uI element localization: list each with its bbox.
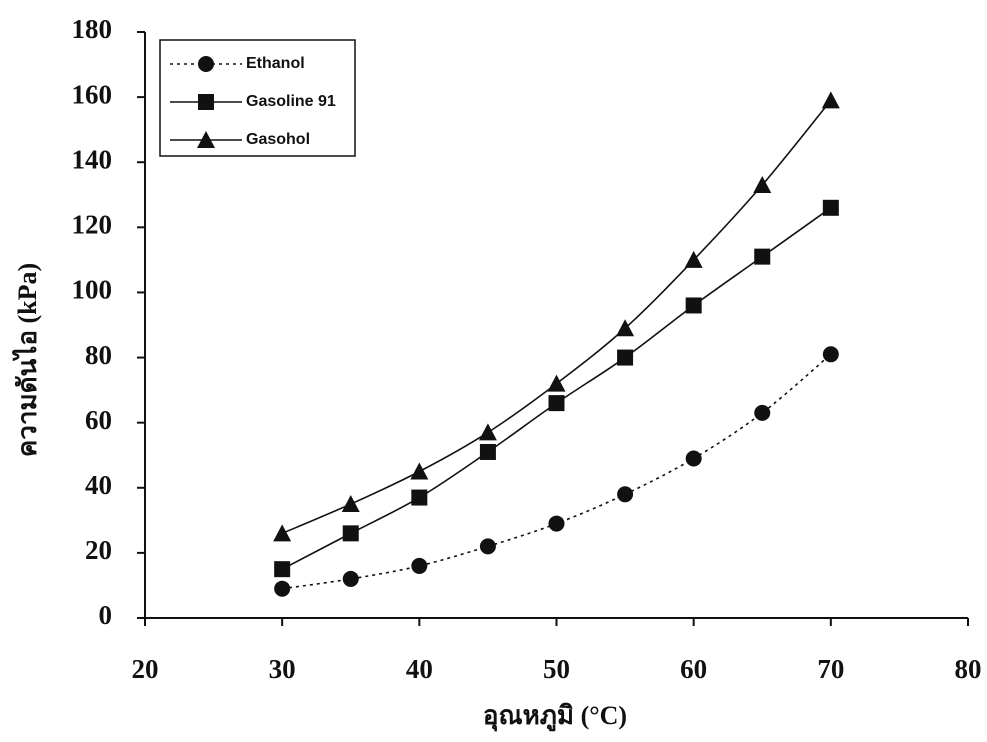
- marker: [273, 524, 291, 541]
- marker: [822, 91, 840, 108]
- y-tick-label: 0: [99, 600, 113, 630]
- marker: [274, 561, 290, 577]
- y-tick-label: 20: [85, 535, 112, 565]
- marker: [548, 375, 566, 392]
- marker: [274, 581, 290, 597]
- y-tick-label: 140: [72, 144, 113, 174]
- marker: [754, 405, 770, 421]
- marker: [342, 495, 360, 512]
- chart: อุณหภูมิ (°C) ความดันไอ (kPa) 0 20 40 60 80 1…: [0, 0, 987, 742]
- y-tick-label: 120: [72, 210, 113, 240]
- x-tick-label: 40: [406, 654, 433, 684]
- marker: [617, 350, 633, 366]
- x-tick-label: 30: [269, 654, 296, 684]
- marker: [480, 444, 496, 460]
- x-axis-label: อุณหภูมิ (°C): [483, 701, 627, 732]
- x-tick-label: 20: [132, 654, 159, 684]
- legend-label: Ethanol: [246, 55, 305, 72]
- marker: [479, 423, 497, 440]
- marker: [411, 558, 427, 574]
- legend-marker: [198, 56, 214, 72]
- y-tick-label: 180: [72, 14, 113, 44]
- marker: [411, 490, 427, 506]
- legend-label: Gasoline 91: [246, 93, 336, 110]
- marker: [343, 571, 359, 587]
- x-tick-label: 50: [543, 654, 570, 684]
- y-tick-label: 40: [85, 470, 112, 500]
- y-tick-label: 60: [85, 405, 112, 435]
- marker: [823, 200, 839, 216]
- x-tick-label: 60: [680, 654, 707, 684]
- marker: [754, 249, 770, 265]
- marker: [343, 525, 359, 541]
- marker: [686, 450, 702, 466]
- y-tick-label: 160: [72, 79, 113, 109]
- marker: [549, 395, 565, 411]
- x-tick-label: 70: [817, 654, 844, 684]
- y-axis-label: ความดันไอ (kPa): [11, 263, 42, 457]
- y-tick-label: 80: [85, 340, 112, 370]
- y-tick-label: 100: [72, 275, 113, 305]
- marker: [686, 297, 702, 313]
- marker: [480, 538, 496, 554]
- legend-marker: [198, 94, 214, 110]
- series-line: [282, 100, 831, 533]
- marker: [617, 486, 633, 502]
- marker: [823, 346, 839, 362]
- x-tick-label: 80: [955, 654, 982, 684]
- legend-label: Gasohol: [246, 131, 310, 148]
- marker: [410, 463, 428, 480]
- marker: [549, 516, 565, 532]
